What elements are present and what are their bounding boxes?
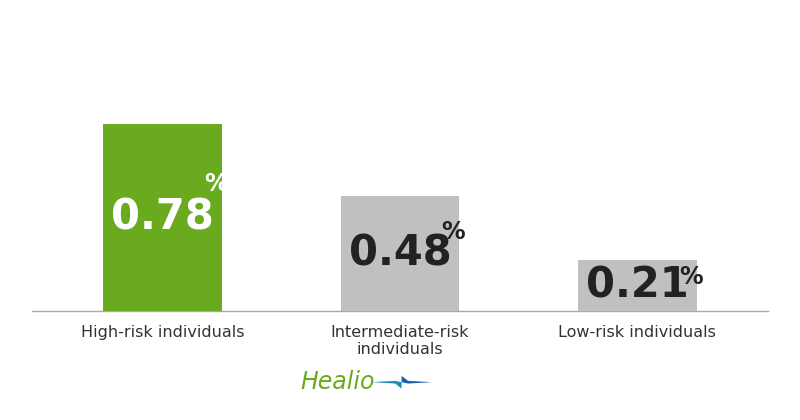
- Text: %: %: [204, 171, 228, 195]
- Text: Healio: Healio: [300, 370, 374, 394]
- Polygon shape: [371, 381, 402, 388]
- Bar: [578, 260, 697, 311]
- Polygon shape: [402, 376, 432, 383]
- Text: 0.21: 0.21: [586, 265, 689, 307]
- Text: 0.48: 0.48: [349, 232, 451, 274]
- Text: %: %: [442, 220, 465, 244]
- Text: Using 10-year cumulative data as a benchmark, CRC incidence was:: Using 10-year cumulative data as a bench…: [20, 25, 737, 44]
- Text: %: %: [679, 265, 702, 289]
- Bar: [341, 196, 459, 311]
- Bar: [103, 123, 222, 311]
- Text: 0.78: 0.78: [111, 196, 214, 238]
